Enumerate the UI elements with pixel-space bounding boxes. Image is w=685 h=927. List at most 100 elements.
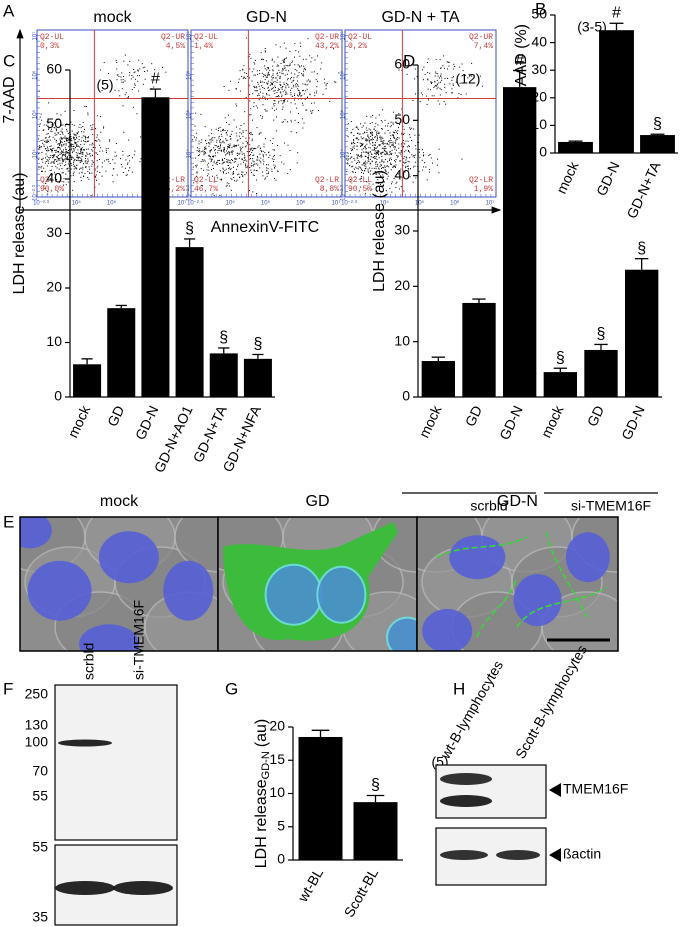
event-dot bbox=[243, 65, 245, 67]
event-dot bbox=[286, 57, 287, 59]
event-dot bbox=[48, 128, 50, 130]
event-dot bbox=[248, 56, 250, 57]
event-dot bbox=[389, 146, 391, 148]
event-dot bbox=[58, 151, 60, 153]
event-dot bbox=[274, 100, 276, 102]
event-dot bbox=[99, 140, 101, 142]
event-dot bbox=[360, 123, 362, 125]
event-dot bbox=[273, 87, 275, 89]
event-dot bbox=[303, 75, 305, 77]
event-dot bbox=[297, 84, 298, 86]
event-dot bbox=[72, 157, 74, 159]
event-dot bbox=[272, 65, 274, 67]
event-dot bbox=[361, 164, 363, 166]
panel-letter: B bbox=[535, 0, 546, 18]
event-dot bbox=[83, 149, 85, 151]
event-dot bbox=[74, 139, 76, 140]
event-dot bbox=[302, 127, 304, 129]
event-dot bbox=[369, 173, 371, 175]
event-dot bbox=[105, 170, 107, 172]
event-dot bbox=[235, 103, 237, 105]
event-dot bbox=[316, 86, 318, 88]
quadrant-name: Q2-LL bbox=[348, 176, 372, 185]
event-dot bbox=[49, 146, 51, 147]
event-dot bbox=[285, 83, 287, 84]
event-dot bbox=[250, 132, 252, 134]
event-dot bbox=[255, 148, 257, 150]
event-dot bbox=[274, 90, 276, 92]
event-dot bbox=[405, 140, 407, 142]
event-dot bbox=[459, 66, 461, 68]
event-dot bbox=[414, 145, 416, 147]
event-dot bbox=[236, 168, 238, 170]
event-dot bbox=[301, 118, 303, 120]
event-dot bbox=[444, 77, 446, 79]
y-tick-label: 40 bbox=[46, 170, 62, 186]
event-dot bbox=[45, 137, 47, 139]
event-dot bbox=[359, 142, 361, 144]
event-dot bbox=[350, 179, 352, 180]
event-dot bbox=[109, 139, 111, 141]
event-dot bbox=[268, 151, 270, 153]
event-dot bbox=[230, 177, 232, 179]
event-dot bbox=[401, 155, 403, 157]
event-dot bbox=[249, 155, 251, 156]
event-dot bbox=[250, 158, 251, 159]
event-dot bbox=[55, 152, 57, 153]
event-dot bbox=[76, 156, 78, 158]
event-dot bbox=[390, 169, 392, 171]
event-dot bbox=[398, 112, 400, 114]
event-dot bbox=[368, 156, 369, 158]
event-dot bbox=[59, 162, 61, 164]
event-dot bbox=[243, 161, 244, 163]
mw-marker: 70 bbox=[32, 763, 48, 779]
event-dot bbox=[46, 140, 48, 142]
event-dot bbox=[73, 139, 75, 141]
event-dot bbox=[59, 145, 61, 147]
event-dot bbox=[431, 95, 433, 97]
event-dot bbox=[263, 143, 265, 145]
event-dot bbox=[452, 84, 454, 86]
event-dot bbox=[347, 163, 349, 165]
event-dot bbox=[210, 139, 212, 141]
event-dot bbox=[347, 123, 349, 125]
event-dot bbox=[324, 78, 325, 80]
event-dot bbox=[223, 161, 225, 163]
event-dot bbox=[249, 77, 251, 79]
event-dot bbox=[76, 133, 78, 135]
event-dot bbox=[393, 166, 395, 168]
event-dot bbox=[217, 130, 219, 131]
event-dot bbox=[267, 98, 268, 100]
event-dot bbox=[63, 154, 64, 156]
event-dot bbox=[379, 137, 381, 139]
event-dot bbox=[275, 87, 276, 89]
event-dot bbox=[79, 160, 81, 162]
event-dot bbox=[229, 145, 231, 146]
event-dot bbox=[273, 90, 275, 92]
event-dot bbox=[272, 143, 274, 144]
y-tick-label: 15 bbox=[269, 751, 285, 767]
event-dot bbox=[79, 153, 81, 154]
event-dot bbox=[251, 165, 253, 167]
event-dot bbox=[390, 154, 392, 155]
event-dot bbox=[227, 160, 229, 162]
event-dot bbox=[68, 146, 70, 148]
event-dot bbox=[252, 174, 254, 176]
event-dot bbox=[127, 97, 129, 98]
y-tick-label: 10⁶ bbox=[186, 70, 193, 80]
event-dot bbox=[436, 79, 438, 81]
event-dot bbox=[381, 166, 383, 168]
event-dot bbox=[242, 175, 244, 177]
event-dot bbox=[66, 137, 68, 139]
event-dot bbox=[94, 152, 96, 154]
event-dot bbox=[281, 72, 283, 74]
event-dot bbox=[229, 169, 231, 171]
event-dot bbox=[214, 144, 216, 146]
event-dot bbox=[379, 145, 381, 147]
event-dot bbox=[224, 149, 225, 151]
event-dot bbox=[250, 169, 252, 171]
membrane-signal bbox=[516, 586, 608, 628]
event-dot bbox=[311, 111, 313, 113]
event-dot bbox=[91, 165, 93, 167]
event-dot bbox=[222, 129, 224, 131]
